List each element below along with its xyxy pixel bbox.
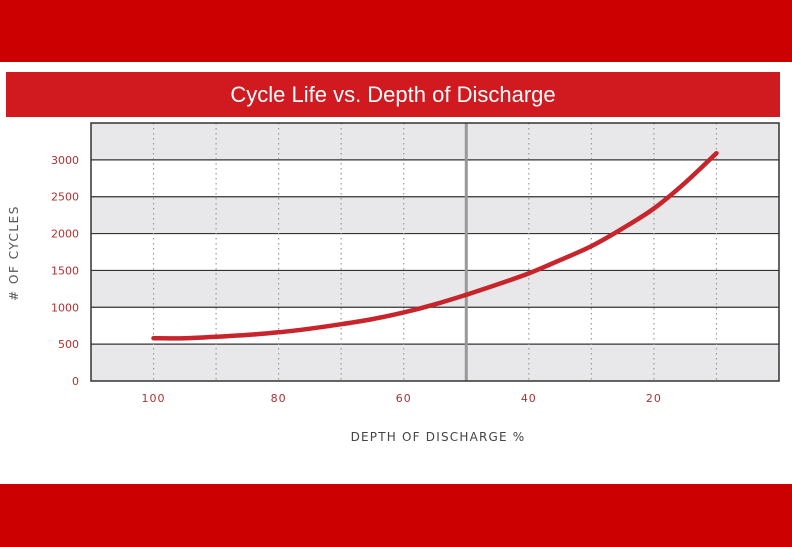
y-tick-label: 3000 [51, 154, 79, 167]
y-tick-label: 2500 [51, 191, 79, 204]
top-red-band [0, 0, 792, 62]
series-line [151, 150, 719, 341]
x-axis-label: DEPTH OF DISCHARGE % [350, 430, 526, 444]
y-axis-label: # OF CYCLES [7, 205, 21, 301]
y-tick-label: 0 [72, 375, 79, 388]
y-tick-label: 1000 [51, 301, 79, 314]
x-tick-label: 100 [142, 392, 166, 405]
x-tick-label: 20 [646, 392, 662, 405]
chart-title: Cycle Life vs. Depth of Discharge [230, 81, 556, 107]
chart-title-bar: Cycle Life vs. Depth of Discharge [6, 72, 780, 117]
plot-frame [90, 122, 780, 382]
plot-background [91, 123, 779, 381]
grid-band [91, 196, 779, 234]
y-tick-label: 1500 [51, 264, 79, 277]
y-tick-label: 2000 [51, 228, 79, 241]
bottom-red-band [0, 484, 792, 547]
grid-band [91, 344, 779, 381]
grid-band [91, 270, 779, 308]
x-tick-label: 40 [521, 392, 537, 405]
x-tick-label: 80 [271, 392, 287, 405]
grid-band [91, 123, 779, 160]
y-tick-label: 500 [58, 338, 79, 351]
x-tick-label: 60 [396, 392, 412, 405]
